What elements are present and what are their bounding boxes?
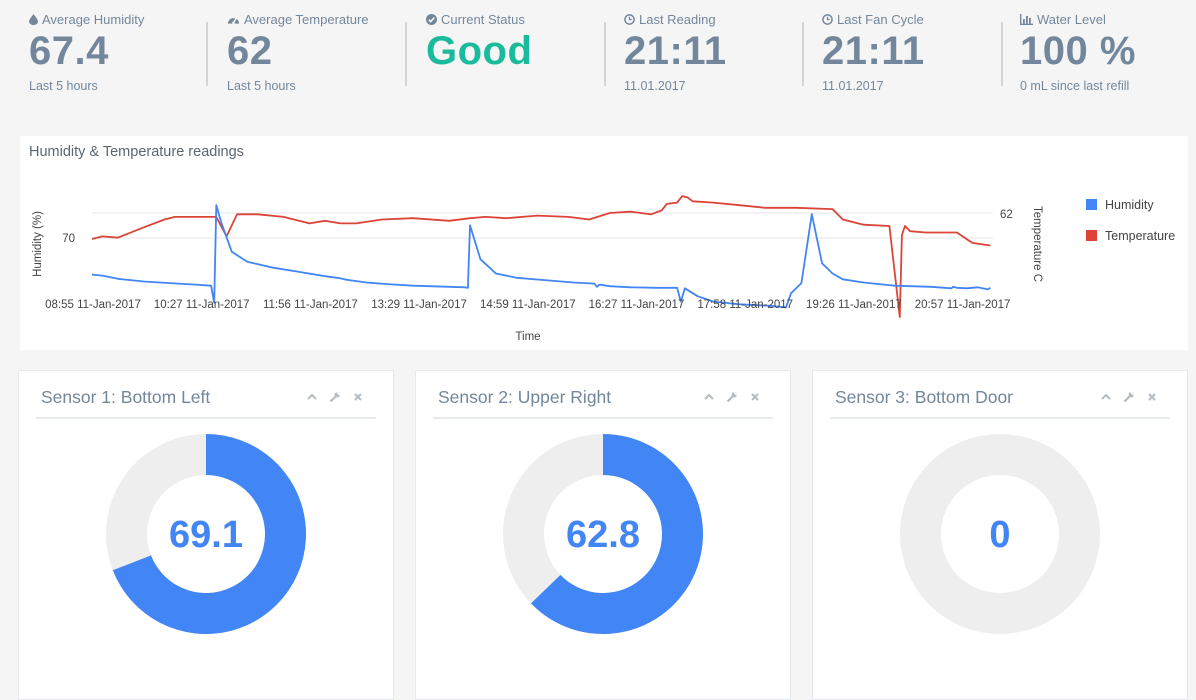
status-value: Good bbox=[426, 29, 533, 73]
divider bbox=[433, 417, 773, 419]
divider bbox=[604, 22, 606, 86]
sensor-title: Sensor 1: Bottom Left bbox=[41, 387, 211, 407]
stat-value: 67.4 bbox=[29, 29, 109, 73]
divider bbox=[1001, 22, 1003, 86]
gauge-icon bbox=[227, 17, 240, 24]
collapse-icon[interactable] bbox=[305, 390, 319, 404]
gauge-track bbox=[900, 434, 1100, 634]
bar-chart-icon bbox=[1020, 14, 1033, 25]
humidity-temperature-chart: 70 62 Humidity (%) Temperature C 08:55 11-Ja… bbox=[32, 195, 1175, 343]
close-icon[interactable] bbox=[351, 390, 365, 404]
divider bbox=[36, 417, 376, 419]
x-tick-label: 10:27 11-Jan-2017 bbox=[154, 299, 250, 311]
sensor-title: Sensor 3: Bottom Door bbox=[835, 387, 1013, 407]
legend-label: Temperature bbox=[1105, 229, 1175, 243]
clock-icon bbox=[822, 14, 833, 25]
stat-sub: 0 mL since last refill bbox=[1020, 79, 1130, 93]
check-circle-icon bbox=[426, 14, 437, 25]
stat-sub: Last 5 hours bbox=[227, 79, 296, 93]
stat-value: 21:11 bbox=[624, 29, 727, 73]
stat-last-reading: Last Reading 21:11 11.01.2017 bbox=[624, 12, 727, 96]
stat-label: Water Level bbox=[1037, 12, 1106, 27]
x-tick-label: 13:29 11-Jan-2017 bbox=[371, 299, 467, 311]
sensor-panel-3: Sensor 3: Bottom Door 0 bbox=[812, 370, 1188, 700]
wrench-icon[interactable] bbox=[1122, 390, 1136, 404]
x-axis-title: Time bbox=[515, 331, 540, 343]
sensor-panel-1: Sensor 1: Bottom Left 69.1 bbox=[18, 370, 394, 700]
divider bbox=[802, 22, 804, 86]
stats-row: Average Humidity 67.4 Last 5 hours Avera… bbox=[0, 0, 1196, 110]
legend-swatch bbox=[1086, 230, 1097, 241]
x-tick-label: 11:56 11-Jan-2017 bbox=[263, 299, 358, 311]
stat-sub: 11.01.2017 bbox=[624, 79, 686, 93]
droplet-icon bbox=[29, 14, 38, 25]
sensor-gauge: 62.8 bbox=[503, 434, 703, 634]
legend-label: Humidity bbox=[1105, 198, 1154, 212]
stat-label: Average Humidity bbox=[42, 12, 145, 27]
stat-value: 21:11 bbox=[822, 29, 925, 73]
x-tick-label: 19:26 11-Jan-2017 bbox=[806, 299, 902, 311]
humidity-series-line bbox=[91, 204, 991, 309]
stat-label: Average Temperature bbox=[244, 12, 369, 27]
chart-legend[interactable]: Humidity Temperature bbox=[1086, 198, 1175, 243]
sensor-title: Sensor 2: Upper Right bbox=[438, 387, 612, 407]
gauge-value: 0 bbox=[989, 514, 1010, 556]
x-tick-label: 14:59 11-Jan-2017 bbox=[480, 299, 576, 311]
temperature-series-line bbox=[91, 195, 991, 318]
stat-sub: 11.01.2017 bbox=[822, 79, 884, 93]
chart-title: Humidity & Temperature readings bbox=[29, 144, 244, 160]
stat-label: Current Status bbox=[441, 12, 525, 27]
gauge-value: 62.8 bbox=[566, 514, 640, 556]
clock-icon bbox=[624, 14, 635, 25]
y-tick-label-left: 70 bbox=[62, 233, 75, 245]
close-icon[interactable] bbox=[1145, 390, 1159, 404]
stat-current-status: Current Status Good bbox=[426, 12, 532, 96]
x-tick-label: 16:27 11-Jan-2017 bbox=[589, 299, 685, 311]
divider bbox=[830, 417, 1170, 419]
chart-panel: Humidity & Temperature readings 70 62 Humi… bbox=[20, 136, 1188, 350]
divider bbox=[206, 22, 208, 86]
stat-label: Last Reading bbox=[639, 12, 716, 27]
close-icon[interactable] bbox=[748, 390, 762, 404]
sensor-gauge: 69.1 bbox=[106, 434, 306, 634]
stat-average-humidity: Average Humidity 67.4 Last 5 hours bbox=[29, 12, 144, 96]
stat-value: 100 % bbox=[1020, 29, 1136, 73]
gauge-value: 69.1 bbox=[169, 514, 243, 556]
stat-last-fan-cycle: Last Fan Cycle 21:11 11.01.2017 bbox=[822, 12, 925, 96]
wrench-icon[interactable] bbox=[328, 390, 342, 404]
divider bbox=[405, 22, 407, 86]
stat-sub: Last 5 hours bbox=[29, 79, 98, 93]
stat-label: Last Fan Cycle bbox=[837, 12, 924, 27]
collapse-icon[interactable] bbox=[1099, 390, 1113, 404]
collapse-icon[interactable] bbox=[702, 390, 716, 404]
y-axis-title-right: Temperature C bbox=[1031, 206, 1043, 282]
y-tick-label-right: 62 bbox=[1000, 209, 1013, 221]
sensor-panel-2: Sensor 2: Upper Right 62.8 bbox=[415, 370, 791, 700]
sensor-gauge: 0 bbox=[900, 434, 1100, 634]
x-tick-label: 17:58 11-Jan-2017 bbox=[697, 299, 793, 311]
gauge-fill bbox=[112, 434, 306, 634]
stat-water-level: Water Level 100 % 0 mL since last refill bbox=[1020, 12, 1136, 96]
gauge-fill bbox=[530, 434, 703, 634]
wrench-icon[interactable] bbox=[725, 390, 739, 404]
stat-value: 62 bbox=[227, 29, 273, 73]
x-tick-label: 20:57 11-Jan-2017 bbox=[915, 299, 1011, 311]
legend-swatch bbox=[1086, 199, 1097, 210]
x-tick-label: 08:55 11-Jan-2017 bbox=[45, 299, 141, 311]
stat-average-temperature: Average Temperature 62 Last 5 hours bbox=[227, 12, 369, 96]
y-axis-title-left: Humidity (%) bbox=[32, 211, 44, 277]
